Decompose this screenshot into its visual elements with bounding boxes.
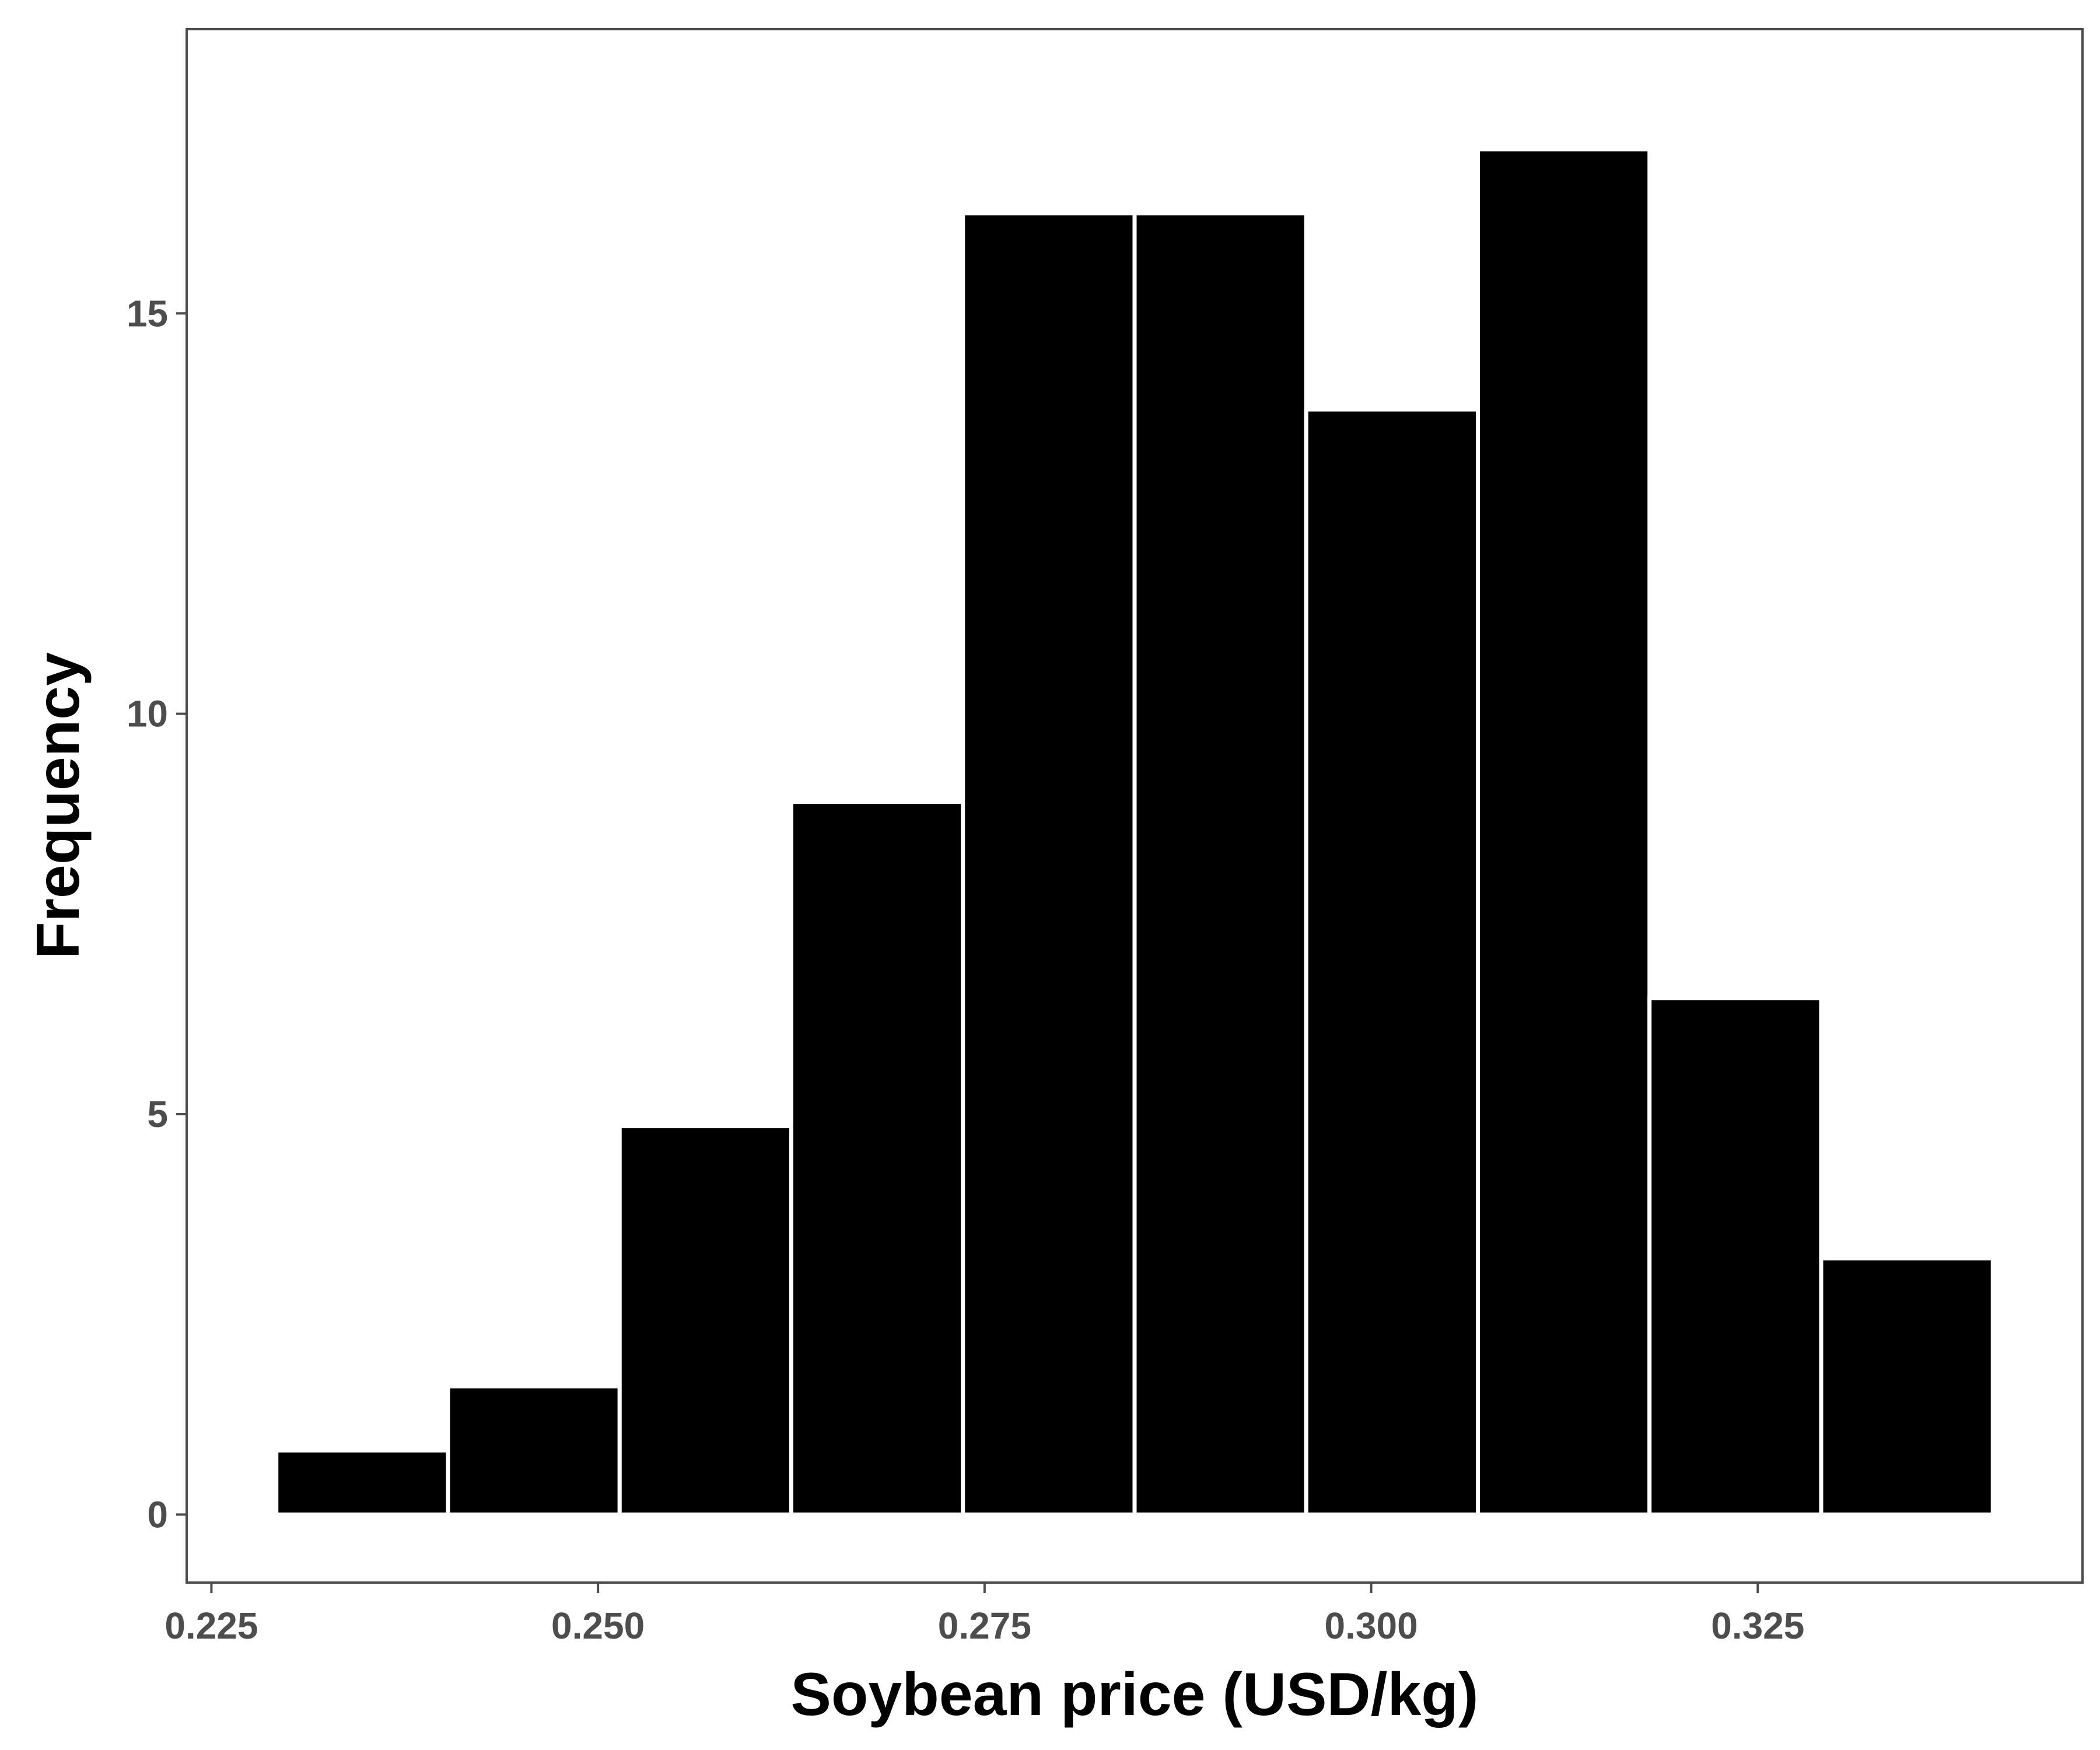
x-tick-label: 0.325 — [1711, 1605, 1804, 1647]
y-tick-label: 5 — [147, 1093, 168, 1135]
histogram-bar — [274, 1448, 450, 1517]
x-tick-label: 0.225 — [164, 1605, 258, 1647]
histogram-bar — [1475, 147, 1652, 1517]
x-tick-label: 0.300 — [1325, 1605, 1418, 1647]
y-tick-label: 0 — [147, 1493, 168, 1535]
histogram-bar — [1132, 211, 1308, 1517]
x-tick-label: 0.275 — [938, 1605, 1031, 1647]
y-axis-title: Frequency — [24, 652, 92, 959]
histogram-bar — [617, 1124, 794, 1517]
histogram-bar — [446, 1384, 622, 1517]
histogram-bar — [961, 211, 1137, 1517]
histogram-bar — [789, 800, 965, 1517]
histogram-bar — [1819, 1256, 1995, 1517]
x-axis-title: Soybean price (USD/kg) — [791, 1661, 1479, 1728]
panel-border — [186, 28, 2084, 1584]
histogram-bar — [1304, 407, 1480, 1517]
x-axis: 0.225 0.250 0.275 0.300 0.325 — [164, 1583, 1804, 1647]
histogram-bar — [1647, 996, 1824, 1517]
y-axis: 0 5 10 15 — [127, 292, 187, 1535]
y-tick-label: 10 — [127, 693, 168, 735]
y-tick-label: 15 — [127, 292, 168, 334]
histogram-bars — [274, 147, 1995, 1517]
x-tick-label: 0.250 — [551, 1605, 645, 1647]
